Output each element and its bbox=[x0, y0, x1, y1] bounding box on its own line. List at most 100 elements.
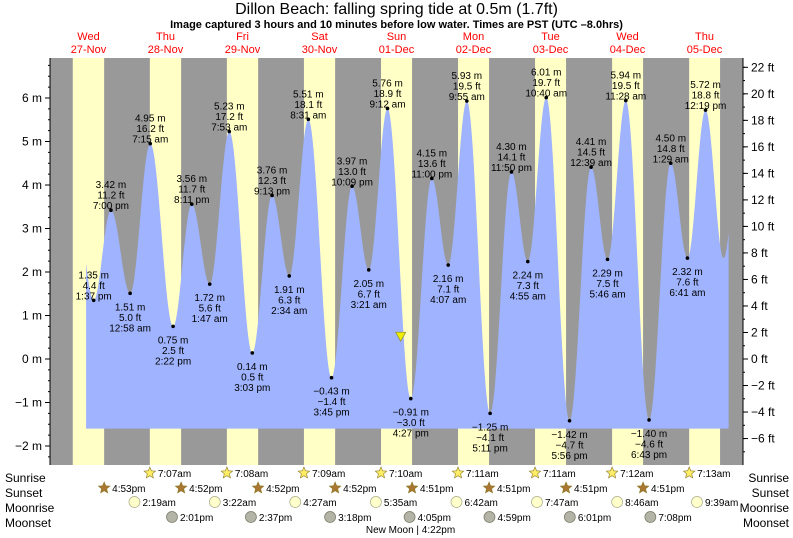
extreme-label-16: −0.91 m−3.0 ft4:27 pm bbox=[393, 408, 429, 440]
extreme-text-24-1: −4.7 ft bbox=[555, 440, 583, 451]
current-level-marker bbox=[394, 331, 407, 343]
moonset-icon-5 bbox=[563, 511, 576, 523]
day-header-dow-3: Sat bbox=[311, 31, 328, 43]
extreme-text-22-2: 4:55 am bbox=[510, 292, 546, 303]
sunset-star-icon-2 bbox=[251, 481, 265, 494]
extreme-text-21-1: 14.1 ft bbox=[498, 152, 526, 163]
extreme-text-4-2: 2:22 pm bbox=[155, 356, 191, 367]
left-tick-label-8: 6 m bbox=[22, 91, 42, 105]
right-tick-label-0: −6 ft bbox=[751, 432, 775, 446]
extreme-text-9-0: 3.76 m bbox=[257, 165, 288, 176]
extreme-point-31 bbox=[703, 108, 708, 112]
extreme-point-25 bbox=[589, 165, 593, 169]
moonset-time-2: 3:18pm bbox=[338, 513, 371, 524]
extreme-text-27-1: 19.5 ft bbox=[612, 81, 640, 92]
sunset-star-icon-5 bbox=[482, 481, 496, 494]
extreme-point-10 bbox=[287, 274, 292, 278]
extreme-point-7 bbox=[227, 129, 232, 134]
extreme-text-9-2: 9:13 pm bbox=[254, 186, 290, 197]
extreme-text-1-1: 11.2 ft bbox=[97, 191, 124, 202]
extreme-text-0-0: 1.35 m bbox=[78, 270, 109, 281]
extreme-text-29-2: 1:29 am bbox=[653, 154, 689, 165]
extreme-label-0: 1.35 m4.4 ft1:37 pm bbox=[76, 270, 112, 302]
extreme-label-10: 1.91 m6.3 ft2:34 am bbox=[271, 285, 307, 317]
extreme-text-20-0: −1.25 m bbox=[472, 422, 508, 433]
extreme-text-12-2: 3:45 pm bbox=[313, 408, 349, 419]
extreme-label-11: 5.51 m18.1 ft8:31 am bbox=[290, 89, 326, 121]
extreme-text-0-1: 4.4 ft bbox=[83, 281, 105, 292]
extreme-text-20-2: 5:11 pm bbox=[472, 443, 507, 454]
left-tick-label-1: −1 m bbox=[15, 396, 42, 410]
row-label-right-sunset: Sunset bbox=[752, 486, 790, 500]
left-tick-label-7: 5 m bbox=[22, 135, 42, 149]
extreme-point-17 bbox=[429, 176, 434, 181]
extreme-label-24: −1.42 m−4.7 ft5:56 pm bbox=[551, 430, 587, 462]
extreme-point-12 bbox=[329, 375, 334, 380]
extreme-label-9: 3.76 m12.3 ft9:13 pm bbox=[254, 165, 290, 197]
extreme-text-13-0: 3.97 m bbox=[337, 156, 368, 167]
day-header-date-1: 28-Nov bbox=[148, 44, 184, 56]
extreme-text-18-2: 4:07 am bbox=[430, 295, 466, 306]
moonrise-icon-3 bbox=[370, 496, 382, 508]
extreme-point-16 bbox=[408, 396, 413, 401]
extreme-text-15-0: 5.76 m bbox=[372, 78, 403, 89]
extreme-label-18: 2.16 m7.1 ft4:07 am bbox=[430, 274, 466, 306]
sunrise-time-0: 7:07am bbox=[158, 469, 191, 480]
extreme-text-5-0: 3.56 m bbox=[176, 174, 207, 185]
sunrise-star-icon-1 bbox=[220, 466, 234, 479]
sunrise-time-4: 7:11am bbox=[466, 469, 499, 480]
extreme-label-19: 5.93 m19.5 ft9:55 am bbox=[449, 71, 485, 103]
extreme-point-21 bbox=[509, 170, 514, 174]
day-header-dow-5: Mon bbox=[463, 31, 484, 43]
extreme-text-21-2: 11:50 pm bbox=[491, 163, 532, 174]
moonset-time-1: 2:37pm bbox=[259, 513, 292, 524]
moonset-icon-3 bbox=[403, 511, 416, 523]
extreme-point-11 bbox=[306, 117, 311, 122]
right-tick-label-8: 10 ft bbox=[751, 219, 775, 233]
tide-area bbox=[86, 97, 729, 429]
day-header-dow-2: Fri bbox=[236, 31, 249, 43]
extreme-label-1: 3.42 m11.2 ft7:00 pm bbox=[93, 180, 129, 212]
extreme-point-15 bbox=[385, 106, 390, 111]
extreme-text-2-0: 1.51 m bbox=[115, 302, 146, 313]
row-label-left-moonset: Moonset bbox=[5, 516, 52, 530]
day-header-date-7: 04-Dec bbox=[610, 44, 646, 56]
extreme-label-29: 4.50 m14.8 ft1:29 am bbox=[653, 133, 689, 165]
moonset-time-6: 7:08pm bbox=[658, 513, 691, 524]
extreme-text-29-1: 14.8 ft bbox=[657, 144, 685, 155]
moonrise-icon-2 bbox=[289, 496, 302, 508]
day-header-dow-1: Thu bbox=[156, 31, 175, 43]
extreme-text-28-1: −4.6 ft bbox=[635, 439, 663, 450]
sunrise-time-2: 7:09am bbox=[312, 469, 345, 480]
extreme-text-14-2: 3:21 am bbox=[351, 300, 387, 311]
extreme-label-4: 0.75 m2.5 ft2:22 pm bbox=[155, 335, 191, 367]
sunset-time-1: 4:52pm bbox=[189, 484, 222, 495]
extreme-label-20: −1.25 m−4.1 ft5:11 pm bbox=[472, 422, 508, 454]
extreme-text-3-1: 16.2 ft bbox=[136, 124, 164, 135]
extreme-point-19 bbox=[465, 99, 469, 103]
extreme-point-3 bbox=[148, 141, 153, 146]
extreme-text-15-1: 18.9 ft bbox=[374, 89, 402, 100]
moonset-time-5: 6:01pm bbox=[578, 513, 611, 524]
extreme-text-22-0: 2.24 m bbox=[512, 271, 543, 282]
extreme-text-24-2: 5:56 pm bbox=[551, 451, 587, 462]
day-header-date-2: 29-Nov bbox=[225, 44, 261, 56]
day-header-dow-4: Sun bbox=[387, 31, 407, 43]
right-tick-label-13: 20 ft bbox=[751, 87, 775, 101]
day-header-date-0: 27-Nov bbox=[71, 44, 107, 56]
extreme-point-8 bbox=[250, 351, 255, 355]
extreme-point-18 bbox=[446, 263, 451, 267]
sunrise-time-1: 7:08am bbox=[235, 469, 268, 480]
extreme-text-26-1: 7.5 ft bbox=[596, 279, 618, 290]
right-tick-label-10: 14 ft bbox=[751, 166, 775, 180]
sunrise-time-3: 7:10am bbox=[389, 469, 422, 480]
extreme-label-3: 4.95 m16.2 ft7:15 am bbox=[132, 114, 168, 146]
extreme-point-24 bbox=[567, 418, 572, 423]
extreme-text-19-1: 19.5 ft bbox=[453, 82, 481, 93]
sunset-star-icon-0 bbox=[97, 481, 111, 494]
extreme-text-18-1: 7.1 ft bbox=[437, 285, 459, 296]
extreme-text-19-2: 9:55 am bbox=[449, 92, 485, 103]
extreme-point-4 bbox=[171, 324, 175, 329]
extreme-point-6 bbox=[207, 282, 212, 286]
